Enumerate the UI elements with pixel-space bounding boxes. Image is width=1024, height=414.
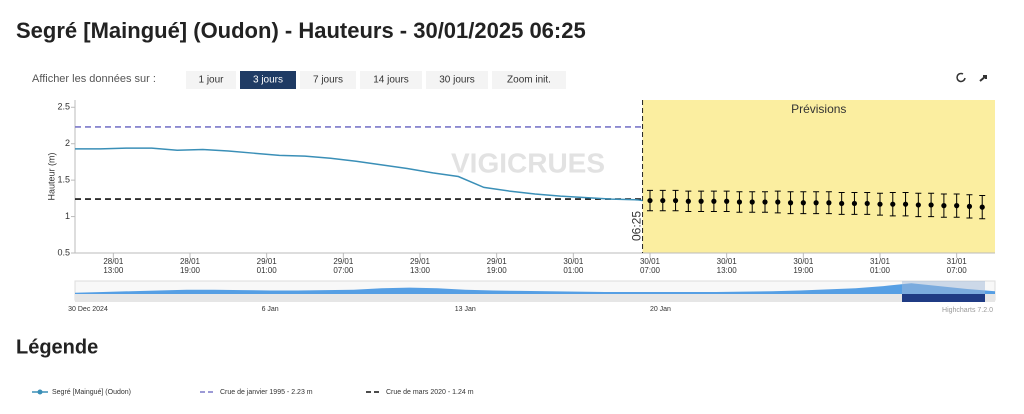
x-tick-label: 07:00	[947, 266, 968, 275]
y-tick-label: 1	[65, 211, 70, 221]
x-tick-label: 31/01	[947, 257, 968, 266]
forecast-point	[749, 199, 755, 205]
legend-label[interactable]: Crue de mars 2020 - 1.24 m	[386, 389, 474, 396]
forecast-point	[928, 202, 934, 208]
forecast-point	[915, 202, 921, 208]
range-button[interactable]	[492, 71, 566, 89]
navigator-label: 30 Dec 2024	[68, 306, 108, 313]
forecast-point	[660, 197, 666, 204]
y-tick-label: 2	[65, 138, 70, 148]
forecast-point	[979, 204, 985, 210]
credits: Highcharts 7.2.0	[942, 307, 993, 314]
forecast-point	[839, 200, 845, 207]
x-tick-label: 07:00	[333, 266, 354, 275]
x-tick-label: 29/01	[487, 257, 508, 266]
x-tick-label: 19:00	[180, 266, 201, 275]
legend-dot	[37, 389, 43, 395]
y-tick-label: 2.5	[57, 102, 70, 112]
range-button[interactable]	[300, 71, 356, 89]
forecast-point	[672, 197, 679, 204]
range-button-label[interactable]: Zoom init.	[507, 75, 551, 86]
x-tick-label: 28/01	[180, 257, 201, 266]
toolbar-icons[interactable]	[956, 72, 987, 83]
navigator-label: 20 Jan	[650, 306, 671, 313]
y-tick-label: 1.5	[57, 175, 70, 185]
x-tick-label: 29/01	[410, 257, 431, 266]
forecast-point	[851, 200, 858, 207]
watermark: VIGICRUES	[451, 147, 605, 178]
forecast-point	[647, 197, 653, 204]
x-tick-label: 13:00	[103, 266, 124, 275]
range-button[interactable]	[186, 71, 236, 89]
x-tick-label: 01:00	[563, 266, 584, 275]
scrollbar	[75, 294, 995, 302]
x-tick-label: 30/01	[640, 257, 661, 266]
range-button[interactable]	[240, 71, 296, 89]
scrollbar-thumb[interactable]	[902, 294, 985, 302]
navigator-label: 6 Jan	[262, 306, 279, 313]
forecast-point	[966, 203, 973, 209]
forecast-point	[685, 198, 691, 204]
range-button-label[interactable]: 30 jours	[439, 75, 475, 86]
forecast-point	[813, 200, 819, 206]
forecast-point	[864, 200, 870, 207]
legend-label[interactable]: Segré [Maingué] (Oudon)	[52, 389, 131, 396]
refresh-icon[interactable]	[956, 72, 966, 83]
navigator-label: 13 Jan	[455, 306, 476, 313]
range-button-label[interactable]: 1 jour	[198, 75, 224, 86]
forecast-point	[736, 199, 743, 205]
range-prompt: Afficher les données sur :	[32, 73, 156, 85]
title: Segré [Maingué] (Oudon) - Hauteurs - 30/…	[16, 18, 586, 43]
range-button[interactable]	[426, 71, 488, 89]
legend-title: Légende	[16, 336, 98, 358]
x-tick-label: 30/01	[563, 257, 584, 266]
forecast-point	[826, 200, 832, 206]
x-tick-label: 29/01	[333, 257, 354, 266]
x-tick-label: 30/01	[717, 257, 738, 266]
x-tick-label: 07:00	[640, 266, 661, 275]
range-button-label[interactable]: 14 jours	[373, 75, 409, 86]
range-button[interactable]	[360, 71, 422, 89]
range-button-label[interactable]: 7 jours	[313, 75, 343, 86]
series-line	[75, 147, 643, 202]
forecast-point	[711, 198, 717, 204]
x-tick-label: 01:00	[257, 266, 278, 275]
forecast-point	[787, 200, 794, 206]
forecast-point	[762, 199, 768, 205]
x-tick-label: 19:00	[487, 266, 508, 275]
forecast-band	[642, 100, 995, 253]
forecast-point	[724, 198, 730, 204]
forecast-point	[902, 201, 909, 207]
x-tick-label: 29/01	[257, 257, 278, 266]
forecast-point	[890, 201, 896, 207]
now-label: 06:25	[630, 211, 644, 241]
range-button-label[interactable]: 3 jours	[253, 75, 283, 86]
x-tick-label: 30/01	[793, 257, 814, 266]
forecast-point	[941, 203, 947, 209]
y-tick-label: 0.5	[57, 247, 70, 257]
x-tick-label: 28/01	[103, 257, 124, 266]
x-tick-label: 13:00	[717, 266, 738, 275]
x-tick-label: 01:00	[870, 266, 891, 275]
legend-label[interactable]: Crue de janvier 1995 - 2.23 m	[220, 389, 313, 396]
x-tick-label: 19:00	[793, 266, 814, 275]
forecast-point	[877, 201, 883, 207]
x-tick-label: 13:00	[410, 266, 431, 275]
forecast-point	[954, 203, 960, 209]
forecast-point	[775, 199, 781, 205]
forecast-point	[698, 198, 704, 204]
x-tick-label: 31/01	[870, 257, 891, 266]
forecast-label: Prévisions	[791, 102, 846, 116]
y-axis-title: Hauteur (m)	[46, 152, 56, 200]
share-icon[interactable]	[979, 75, 987, 82]
forecast-point	[800, 200, 806, 206]
